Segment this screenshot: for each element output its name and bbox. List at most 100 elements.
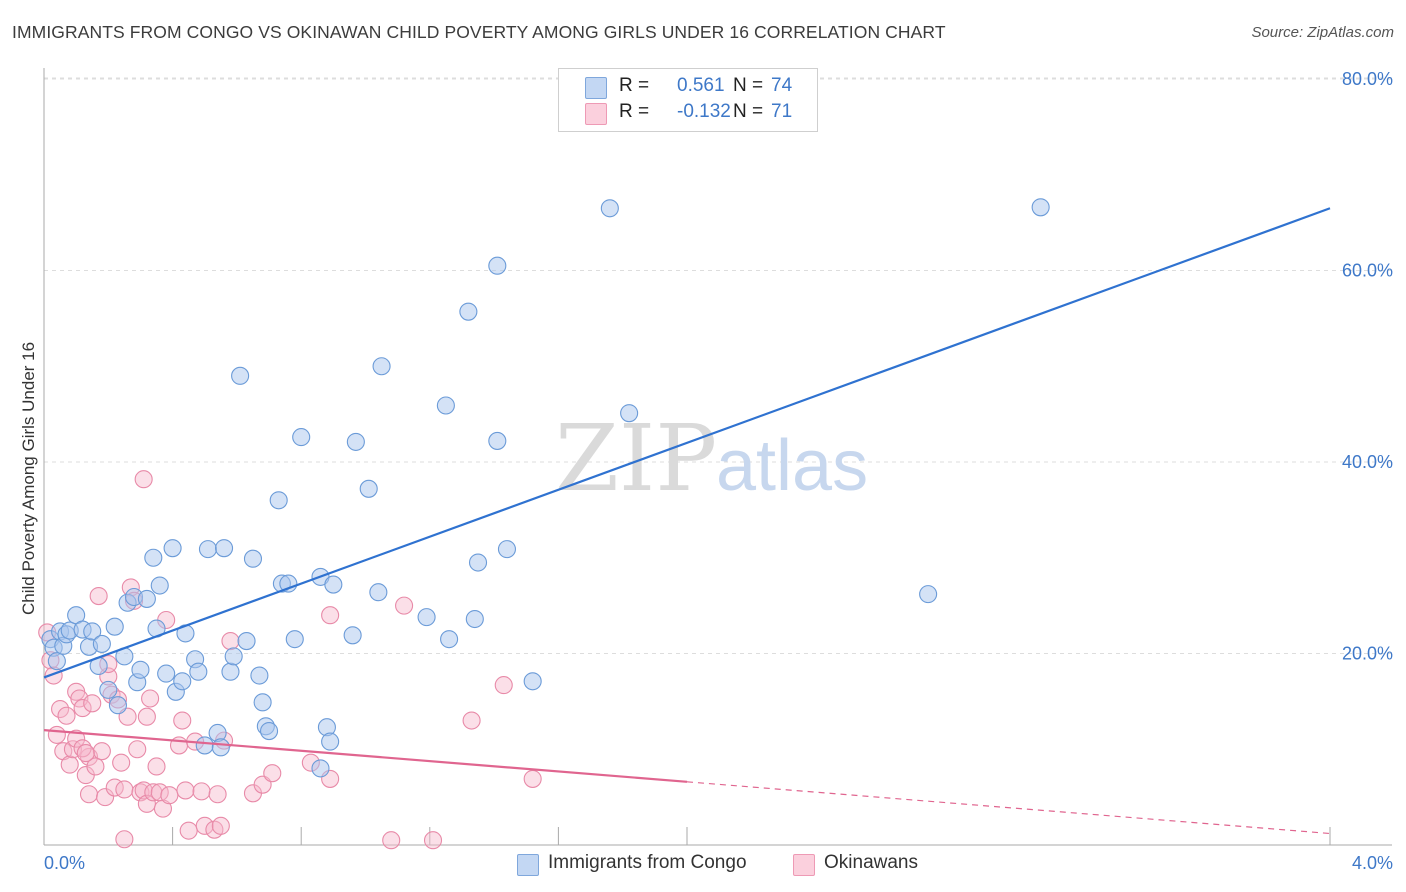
- y-tick-labels: 20.0% 40.0% 60.0% 80.0%: [1342, 69, 1393, 664]
- x-tick-label-0: 0.0%: [44, 853, 85, 873]
- legend-n-label: N =: [733, 101, 764, 122]
- congo-point-64: [459, 302, 478, 321]
- legend-n-value: 71: [771, 101, 793, 122]
- okinawans-trend-line: [43, 729, 688, 783]
- okinawans-point-15: [83, 694, 102, 713]
- congo-point-24: [150, 576, 169, 595]
- congo-point-59: [369, 583, 388, 602]
- congo-point-67: [488, 431, 507, 450]
- source-credit: Source: ZipAtlas.com: [1251, 24, 1394, 41]
- congo-point-15: [108, 696, 127, 715]
- congo-point-72: [600, 199, 619, 218]
- legend-swatch-congo: [585, 77, 607, 99]
- legend-r-value: 0.561: [677, 75, 725, 96]
- okinawans-point-9: [67, 729, 86, 748]
- okinawans-point-12: [73, 699, 92, 718]
- okinawans-point-4: [51, 699, 70, 719]
- y-tick-label-3: 80.0%: [1342, 69, 1393, 89]
- okinawans-point-18: [89, 586, 108, 606]
- congo-point-73: [919, 585, 938, 604]
- congo-point-2: [47, 652, 66, 671]
- congo-point-61: [417, 608, 436, 627]
- okinawans-point-17: [86, 757, 105, 776]
- legend-r-label: R =: [619, 75, 650, 96]
- congo-point-38: [224, 647, 243, 666]
- x-tick-label-1: 4.0%: [1352, 853, 1393, 873]
- congo-point-37: [221, 662, 240, 681]
- okinawans-point-27: [115, 780, 134, 799]
- congo-point-50: [292, 428, 311, 447]
- legend: R = 0.561 N = 74 R = -0.132 N = 71: [558, 68, 818, 132]
- congo-point-40: [237, 632, 256, 651]
- okinawans-point-69: [73, 739, 92, 758]
- okinawans-point-37: [134, 470, 153, 489]
- watermark-atlas: atlas: [716, 426, 868, 506]
- legend-n-value: 74: [771, 75, 793, 96]
- congo-point-36: [214, 539, 234, 558]
- okinawans-point-19: [92, 742, 111, 761]
- congo-point-56: [343, 626, 362, 645]
- y-axis-label: Child Poverty Among Girls Under 16: [19, 342, 38, 615]
- okinawans-point-68: [523, 769, 542, 788]
- okinawans-trend-line-extension: [686, 781, 1331, 835]
- congo-point-10: [83, 622, 102, 641]
- okinawans-point-47: [176, 781, 195, 800]
- okinawans-point-35: [137, 707, 156, 726]
- bottom-legend-label-congo: Immigrants from Congo: [548, 852, 747, 873]
- congo-point-68: [488, 256, 507, 275]
- axes: [43, 68, 1392, 846]
- okinawans-point-63: [382, 831, 401, 850]
- okinawans-point-64: [395, 596, 414, 615]
- okinawans-point-46: [173, 711, 192, 730]
- okinawans-point-33: [131, 783, 150, 802]
- y-tick-label-1: 40.0%: [1342, 452, 1393, 472]
- okinawans-point-53: [208, 785, 227, 804]
- congo-point-45: [259, 722, 279, 741]
- bottom-legend-label-okinawans: Okinawans: [824, 852, 918, 873]
- congo-point-42: [250, 666, 269, 685]
- congo-point-65: [465, 609, 484, 629]
- congo-point-25: [157, 664, 176, 683]
- legend-r-value: -0.132: [677, 101, 731, 122]
- okinawans-point-26: [112, 753, 131, 772]
- series-okinawans-points: [38, 470, 542, 850]
- congo-point-57: [346, 432, 365, 451]
- congo-point-20: [131, 660, 150, 679]
- x-tick-labels: 0.0% 4.0%: [44, 853, 1393, 873]
- okinawans-point-40: [147, 757, 166, 776]
- okinawans-point-7: [60, 755, 79, 774]
- congo-point-46: [269, 491, 288, 510]
- okinawans-point-16: [79, 785, 99, 804]
- y-tick-label-2: 60.0%: [1342, 261, 1393, 281]
- okinawans-point-65: [423, 831, 443, 850]
- legend-swatch-okinawans: [585, 103, 607, 125]
- congo-point-26: [163, 539, 182, 558]
- chart-title: IMMIGRANTS FROM CONGO VS OKINAWAN CHILD …: [12, 22, 946, 42]
- congo-point-49: [285, 630, 304, 649]
- congo-point-33: [198, 540, 218, 559]
- congo-point-71: [620, 404, 639, 423]
- okinawans-point-44: [160, 786, 179, 805]
- trend-lines: [43, 207, 1331, 835]
- okinawans-point-67: [494, 676, 513, 695]
- congo-point-51: [311, 759, 330, 778]
- congo-point-22: [144, 548, 163, 567]
- legend-n-label: N =: [733, 75, 764, 96]
- okinawans-point-62: [321, 606, 340, 625]
- series-congo-points: [41, 198, 1050, 778]
- okinawans-point-59: [263, 764, 282, 783]
- congo-point-54: [321, 732, 340, 751]
- okinawans-point-36: [141, 689, 160, 708]
- congo-point-66: [468, 553, 488, 572]
- okinawans-point-32: [128, 740, 147, 759]
- congo-point-74: [1031, 198, 1050, 217]
- congo-point-35: [211, 738, 230, 757]
- congo-point-70: [523, 672, 542, 691]
- congo-point-69: [497, 540, 517, 559]
- gridlines: [44, 77, 1392, 654]
- congo-point-63: [440, 630, 459, 649]
- okinawans-point-20: [96, 788, 115, 807]
- congo-point-60: [372, 357, 391, 376]
- congo-point-12: [92, 634, 111, 653]
